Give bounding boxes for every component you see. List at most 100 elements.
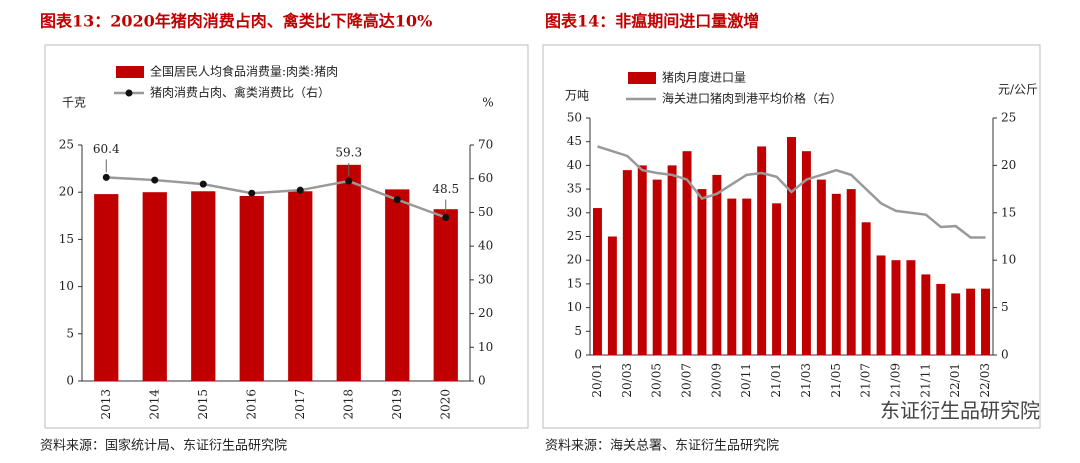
bar [712, 174, 722, 355]
legend-marker [125, 89, 133, 97]
data-label: 48.5 [432, 182, 459, 196]
bar [727, 198, 737, 355]
bar [622, 170, 632, 355]
y2-tick-label: 10 [1001, 253, 1016, 267]
y2-tick-label: 60 [478, 171, 493, 185]
chart-frame [542, 44, 1041, 429]
bar [385, 189, 410, 381]
bar [191, 191, 216, 381]
y-tick-label: 45 [567, 134, 582, 148]
x-tick-label: 2017 [293, 389, 307, 420]
bar [906, 260, 916, 355]
line [106, 176, 447, 219]
legend-label: 猪肉消费占肉、禽类消费比（右） [150, 85, 330, 100]
line [597, 145, 986, 239]
y2-tick-label: 50 [478, 205, 493, 219]
chart-title: 图表14：非瘟期间进口量激增 [545, 12, 759, 31]
x-tick-label: 20/07 [680, 363, 694, 398]
y-unit: 千克 [62, 96, 86, 110]
legend-swatch [116, 66, 144, 78]
data-label: 60.4 [93, 142, 120, 156]
point [248, 189, 256, 197]
bar [288, 191, 313, 381]
y2-tick-label: 20 [478, 306, 493, 320]
bar [757, 146, 767, 355]
bar [787, 136, 796, 355]
y2-unit: % [482, 96, 493, 110]
bar [142, 192, 167, 381]
point [102, 173, 110, 181]
source-note: 资料来源：国家统计局、东证衍生品研究院 [40, 438, 287, 454]
y2-tick-label: 0 [1001, 348, 1009, 362]
bar [336, 164, 361, 381]
y-tick-label: 25 [567, 229, 582, 243]
bar [742, 198, 752, 355]
bar [831, 193, 841, 355]
x-tick-label: 21/05 [829, 363, 843, 398]
y-tick-label: 5 [574, 324, 582, 338]
data-label: 59.3 [335, 146, 362, 160]
x-tick-label: 21/07 [859, 363, 873, 398]
bar [697, 189, 707, 355]
x-tick-label: 21/11 [918, 363, 932, 398]
bar [966, 288, 976, 355]
bar [951, 293, 961, 355]
y-tick-label: 25 [59, 138, 74, 152]
bar [891, 260, 901, 355]
watermark: 东证衍生品研究院 [880, 399, 1040, 423]
chart-title: 图表13：2020年猪肉消费占肉、禽类比下降高达10% [40, 12, 432, 31]
y-tick-label: 5 [66, 326, 74, 340]
bar [682, 151, 692, 355]
x-tick-label: 20/03 [620, 363, 634, 398]
x-tick-label: 2013 [99, 389, 113, 420]
x-tick-label: 22/03 [978, 363, 992, 398]
legend-swatch [628, 72, 656, 84]
y-unit: 万吨 [565, 89, 589, 103]
x-tick-label: 20/01 [590, 363, 604, 398]
y2-tick-label: 30 [478, 272, 493, 286]
y2-unit: 元/公斤 [998, 83, 1038, 97]
bar [772, 203, 782, 355]
x-tick-label: 21/09 [888, 363, 902, 398]
x-tick-label: 21/03 [799, 363, 813, 398]
bar [816, 179, 826, 355]
y-tick-label: 10 [567, 300, 582, 314]
y2-tick-label: 20 [1001, 158, 1016, 172]
chart-frame [44, 44, 529, 429]
bar [846, 189, 856, 355]
y-tick-label: 20 [59, 185, 74, 199]
y-tick-label: 15 [567, 276, 582, 290]
x-tick-label: 2018 [341, 389, 355, 420]
y-tick-label: 0 [66, 374, 74, 388]
x-tick-label: 20/11 [739, 363, 753, 398]
y2-tick-label: 25 [1001, 111, 1016, 125]
y2-tick-label: 70 [478, 138, 493, 152]
bar [239, 195, 264, 381]
legend-label: 猪肉月度进口量 [662, 70, 746, 85]
y-tick-label: 10 [59, 279, 74, 293]
y2-tick-label: 5 [1001, 300, 1009, 314]
legend-label: 全国居民人均食品消费量:肉类:猪肉 [150, 64, 338, 79]
point [442, 213, 450, 221]
bar [921, 274, 931, 355]
y2-tick-label: 10 [478, 340, 493, 354]
bar [592, 208, 602, 355]
bar [433, 209, 458, 381]
x-tick-label: 2016 [244, 389, 258, 420]
x-tick-label: 22/01 [948, 363, 962, 398]
y2-tick-label: 0 [478, 374, 486, 388]
point [393, 196, 401, 204]
bar [94, 194, 119, 381]
x-tick-label: 20/05 [650, 363, 664, 398]
y-tick-label: 35 [567, 182, 582, 196]
x-tick-label: 2019 [390, 389, 404, 420]
bar [981, 288, 991, 355]
point [345, 177, 353, 185]
y2-tick-label: 40 [478, 239, 493, 253]
y-tick-label: 20 [567, 253, 582, 267]
y-tick-label: 50 [567, 111, 582, 125]
bar [607, 236, 617, 355]
point [296, 186, 304, 194]
bar [861, 222, 871, 355]
